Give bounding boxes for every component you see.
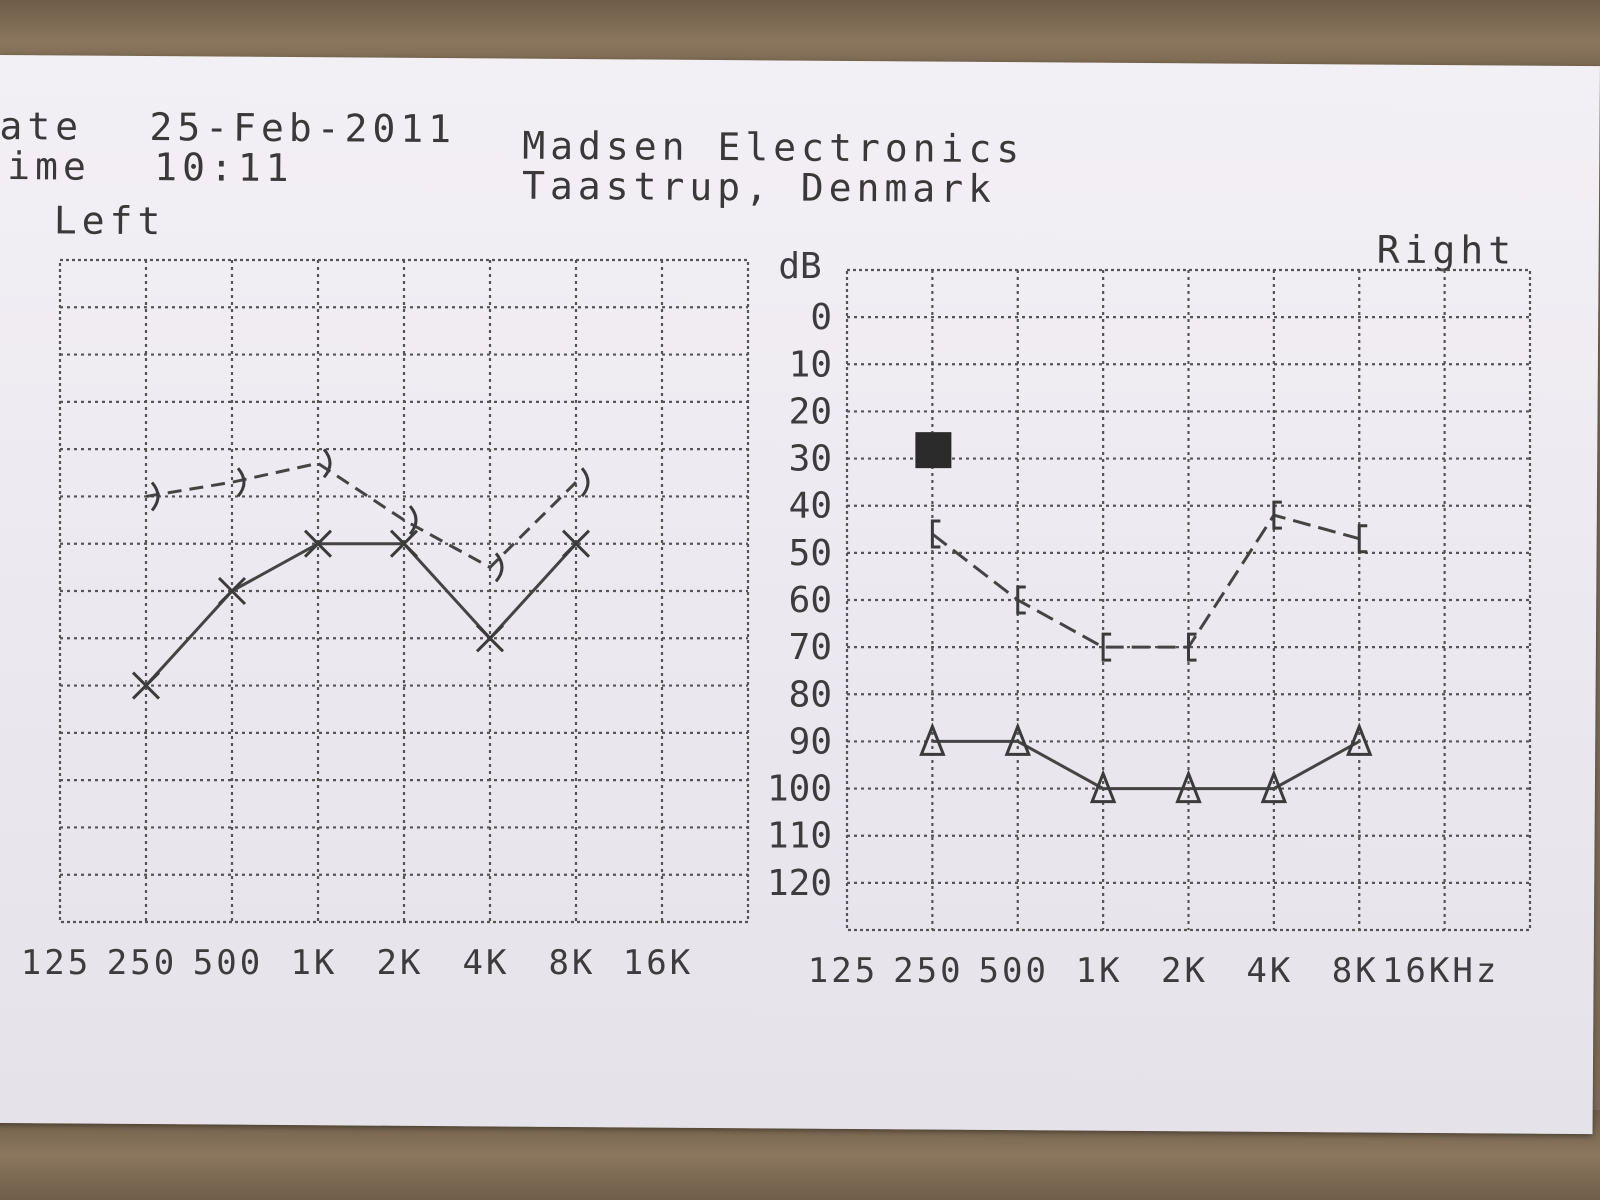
data-point-paren: [150, 481, 160, 512]
series-line: [932, 739, 1360, 791]
data-point-cross: [389, 529, 419, 558]
freq-tick-label: 1K: [1076, 951, 1123, 991]
series-line: [145, 461, 578, 570]
data-point-bracket: [930, 519, 941, 549]
data-point-triangle: [1004, 722, 1031, 756]
data-point-cross: [217, 576, 247, 606]
left-ear-chart: 125 250 500 1K 2K 4K 8K 16K: [21, 258, 750, 983]
freq-tick-label: 500: [193, 943, 263, 983]
right-ear-chart: 125 250 500 1K 2K 4K 8K 16KHz: [808, 268, 1532, 991]
data-point-cross: [561, 529, 591, 558]
series-line: [931, 513, 1360, 649]
freq-tick-label: 8K: [549, 943, 596, 983]
freq-tick-label: 2K: [377, 943, 424, 983]
freq-tick-label: 16KHz: [1382, 951, 1499, 991]
data-point-triangle: [919, 722, 946, 756]
data-point-bracket: [1101, 632, 1112, 662]
freq-tick-label: 250: [893, 951, 963, 991]
db-tick-label: 120: [767, 863, 832, 904]
db-tick-label: 0: [810, 297, 832, 338]
series-line: [144, 542, 578, 687]
data-point-paren: [580, 467, 590, 498]
data-point-bracket: [1016, 585, 1026, 615]
data-point-paren: [322, 448, 332, 479]
data-point-triangle: [1089, 769, 1117, 804]
db-tick-label: 80: [789, 674, 832, 715]
db-tick-label: 60: [789, 580, 832, 621]
data-point-triangle: [1260, 769, 1288, 804]
db-tick-label: 30: [789, 439, 832, 480]
data-point-paren: [236, 467, 246, 498]
data-point-cross: [475, 624, 505, 653]
db-tick-label: 50: [789, 533, 832, 574]
db-tick-label: 10: [789, 344, 832, 385]
data-point-cross: [131, 671, 161, 700]
data-point-triangle: [1346, 722, 1373, 756]
freq-tick-label: 8K: [1332, 951, 1379, 991]
data-point-bracket: [1187, 632, 1197, 662]
freq-tick-label: 125: [21, 943, 91, 983]
db-tick-label: 20: [789, 391, 832, 432]
db-tick-label: 90: [789, 721, 832, 762]
freq-tick-label: 500: [979, 951, 1049, 991]
db-axis-label: dB: [778, 246, 821, 287]
db-axis: dB 0 10 20 30 40 50 60 70 80 90 100 110 120: [767, 246, 832, 904]
data-point-triangle: [1175, 769, 1202, 804]
data-point-bracket: [1357, 524, 1368, 554]
freq-tick-label: 4K: [463, 943, 510, 983]
freq-tick-label: 250: [107, 943, 177, 983]
data-point-cross: [303, 529, 333, 558]
freq-tick-label: 4K: [1246, 951, 1293, 991]
freq-tick-label: 2K: [1161, 951, 1208, 991]
db-tick-label: 40: [789, 486, 832, 527]
data-point-paren: [494, 552, 504, 583]
db-tick-label: 110: [767, 816, 832, 857]
data-point-filled-square: [915, 432, 952, 469]
freq-tick-label: 125: [808, 951, 878, 991]
data-point-bracket: [1272, 500, 1282, 530]
freq-tick-label: 1K: [291, 943, 338, 983]
freq-tick-label: 16K: [623, 943, 693, 983]
data-point-paren: [408, 505, 418, 536]
db-tick-label: 100: [767, 769, 832, 810]
db-tick-label: 70: [789, 627, 832, 668]
